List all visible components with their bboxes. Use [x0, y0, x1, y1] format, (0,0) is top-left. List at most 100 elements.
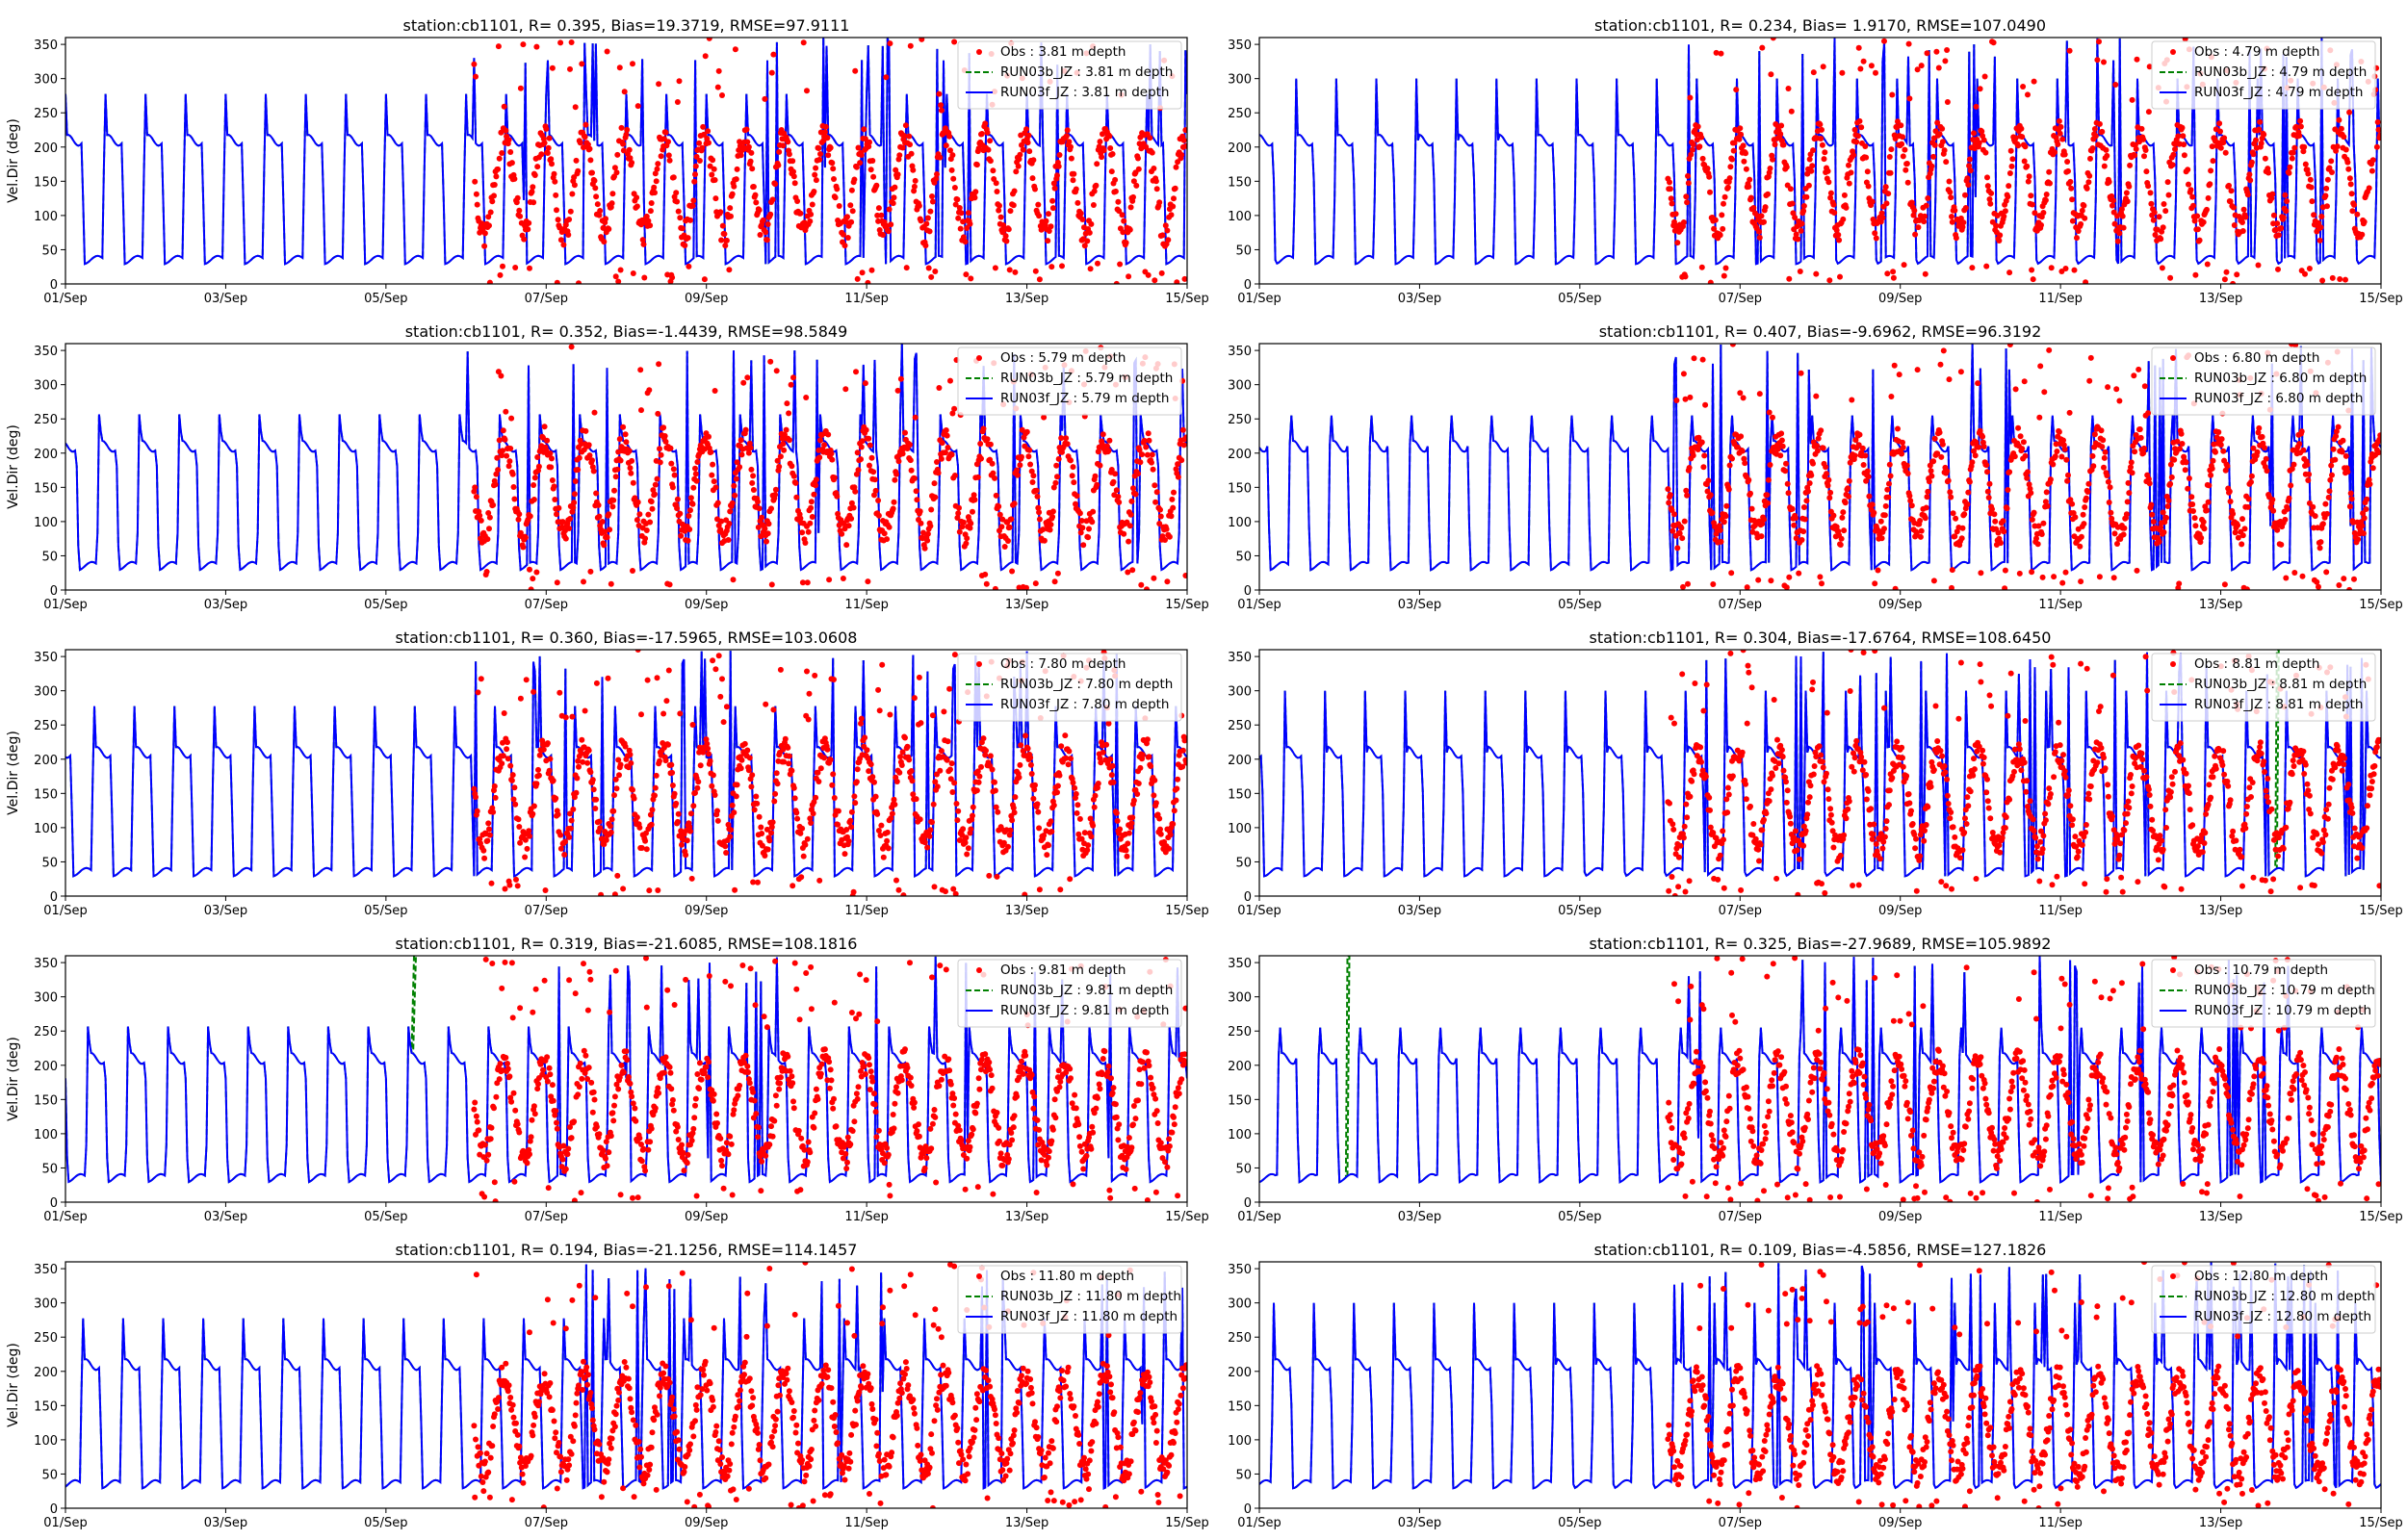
- obs-point: [577, 140, 583, 146]
- obs-point: [1106, 133, 1113, 140]
- obs-point: [962, 839, 969, 846]
- obs-point: [1938, 453, 1945, 460]
- obs-point: [616, 436, 623, 443]
- obs-point: [763, 701, 769, 707]
- obs-point: [786, 760, 792, 767]
- obs-point: [1050, 180, 1057, 187]
- obs-point: [687, 828, 693, 834]
- obs-point: [581, 578, 586, 585]
- y-tick-label: 50: [1235, 550, 1252, 564]
- y-tick-label: 250: [1228, 719, 1252, 733]
- obs-point: [1068, 756, 1074, 762]
- obs-point: [1917, 518, 1924, 524]
- x-tick-label: 11/Sep: [844, 598, 888, 612]
- y-tick-label: 350: [1228, 651, 1252, 665]
- obs-point: [473, 794, 479, 801]
- obs-point: [786, 753, 792, 759]
- obs-point: [1665, 486, 1671, 493]
- obs-point: [673, 190, 680, 196]
- obs-point: [2317, 539, 2324, 546]
- obs-point: [948, 451, 955, 458]
- obs-point: [2329, 274, 2336, 281]
- obs-point: [2071, 267, 2078, 273]
- obs-point: [656, 81, 662, 88]
- obs-point: [2262, 445, 2267, 451]
- obs-point: [674, 496, 681, 502]
- obs-point: [920, 529, 926, 536]
- obs-point: [2069, 500, 2076, 507]
- obs-point: [1175, 159, 1181, 166]
- obs-point: [803, 395, 810, 400]
- obs-point: [486, 514, 493, 521]
- obs-point: [1055, 455, 1062, 462]
- obs-point: [1170, 504, 1177, 511]
- obs-point: [1020, 146, 1026, 153]
- obs-point: [1723, 502, 1730, 509]
- obs-point: [627, 155, 634, 162]
- obs-point: [490, 501, 497, 508]
- obs-point: [582, 121, 589, 128]
- obs-point: [593, 193, 600, 200]
- obs-point: [1054, 570, 1061, 577]
- obs-point: [544, 437, 551, 444]
- obs-point: [2160, 224, 2166, 231]
- obs-point: [567, 516, 573, 522]
- obs-point: [1783, 779, 1789, 785]
- obs-point: [885, 845, 892, 852]
- obs-point: [2011, 453, 2018, 460]
- obs-point: [1157, 826, 1163, 833]
- obs-point: [2278, 541, 2285, 548]
- obs-point: [719, 222, 726, 229]
- obs-point: [630, 786, 635, 793]
- obs-point: [692, 163, 699, 169]
- obs-point: [2200, 218, 2207, 225]
- obs-point: [1810, 69, 1817, 76]
- obs-point: [589, 457, 595, 464]
- obs-point: [821, 442, 828, 449]
- obs-point: [947, 776, 954, 783]
- obs-point: [674, 818, 681, 825]
- obs-point: [2218, 436, 2225, 443]
- legend-entry: RUN03b_JZ : 5.79 m depth: [1000, 371, 1173, 386]
- obs-point: [2247, 177, 2254, 184]
- obs-point: [2210, 457, 2216, 464]
- obs-point: [2039, 574, 2046, 580]
- obs-point: [1034, 493, 1041, 500]
- obs-point: [2056, 428, 2062, 435]
- obs-point: [1173, 164, 1179, 170]
- obs-point: [1137, 764, 1144, 771]
- obs-point: [2162, 208, 2169, 215]
- obs-point: [630, 568, 635, 574]
- obs-point: [1890, 269, 1897, 275]
- obs-point: [786, 410, 792, 417]
- obs-point: [956, 528, 963, 535]
- obs-point: [1737, 125, 1744, 132]
- obs-point: [2032, 210, 2038, 217]
- obs-point: [892, 801, 898, 808]
- obs-point: [2308, 184, 2315, 191]
- obs-point: [1700, 707, 1707, 714]
- obs-point: [952, 890, 959, 896]
- obs-point: [1078, 835, 1085, 842]
- obs-point: [1066, 748, 1073, 755]
- obs-point: [1944, 99, 1951, 105]
- obs-point: [1695, 447, 1701, 452]
- obs-point: [990, 470, 996, 476]
- obs-point: [1952, 533, 1958, 540]
- obs-point: [528, 586, 534, 590]
- obs-point: [806, 690, 813, 697]
- obs-point: [1872, 580, 1878, 587]
- obs-point: [2131, 372, 2137, 379]
- obs-point: [1755, 577, 1762, 583]
- obs-point: [875, 498, 882, 503]
- obs-point: [1726, 462, 1733, 469]
- obs-point: [2058, 269, 2065, 274]
- obs-point: [2092, 133, 2099, 140]
- x-tick-label: 03/Sep: [204, 904, 247, 918]
- obs-point: [1014, 472, 1021, 478]
- y-tick-label: 350: [1228, 38, 1252, 53]
- obs-point: [1051, 578, 1058, 585]
- obs-point: [1031, 786, 1038, 793]
- obs-point: [492, 481, 499, 488]
- obs-point: [1993, 222, 2000, 229]
